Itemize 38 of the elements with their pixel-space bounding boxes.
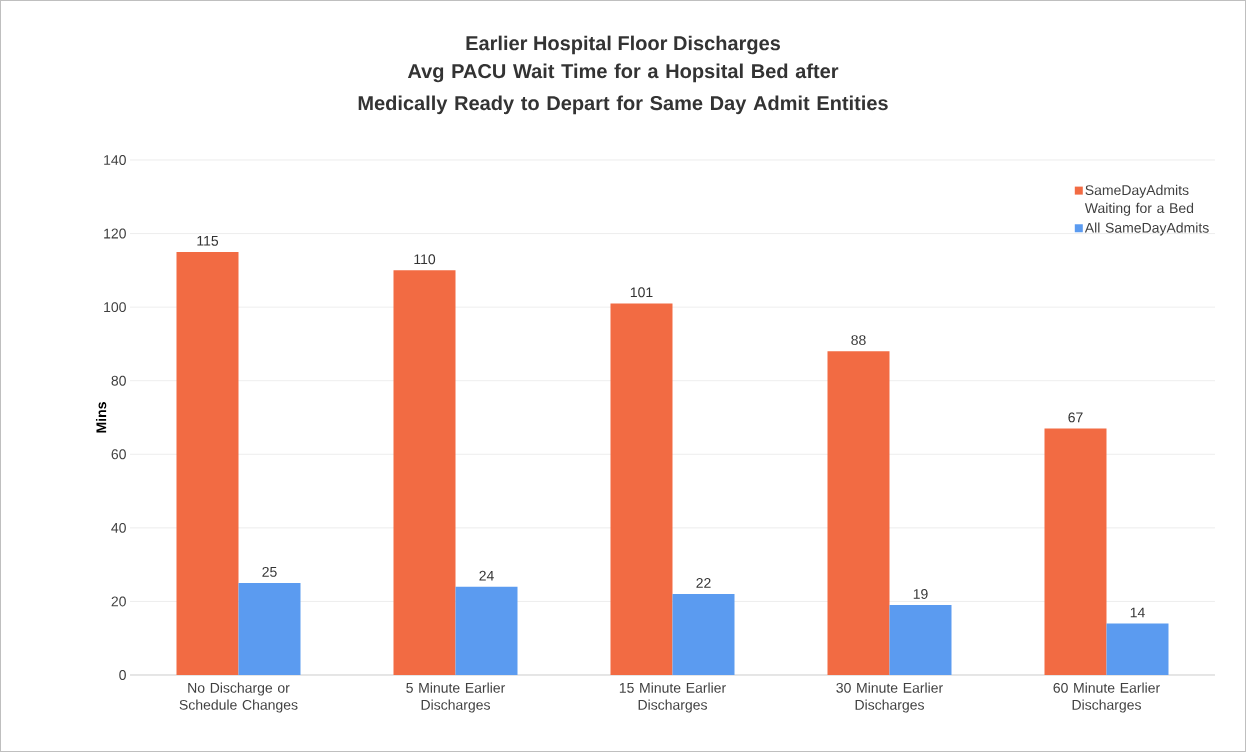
chart-subtitle: Avg PACU Wait Time for a Hopsital Bed after Medically Ready to Depart for Same Day Admit Entities — [358, 63, 888, 115]
bar — [1106, 623, 1169, 675]
y-tick-label: 40 — [111, 522, 126, 533]
y-tick-label: 120 — [104, 228, 126, 239]
data-label: 25 — [262, 566, 277, 577]
data-label: 101 — [630, 287, 653, 298]
bar — [455, 586, 518, 675]
x-tick-label: 30 Minute Earlier Discharges — [836, 682, 943, 713]
bar — [1044, 428, 1107, 675]
y-tick-label: 80 — [111, 375, 126, 386]
x-tick-label: 5 Minute Earlier Discharges — [406, 682, 506, 713]
x-tick-label: No Discharge or Schedule Changes — [179, 682, 298, 713]
bar — [827, 351, 890, 675]
bar — [672, 594, 735, 675]
y-tick-label: 140 — [104, 155, 126, 165]
bar — [238, 583, 301, 675]
y-tick-label: 0 — [119, 670, 126, 680]
bar — [889, 605, 952, 675]
x-tick-label: 15 Minute Earlier Discharges — [619, 682, 726, 713]
data-label: 14 — [1130, 607, 1145, 618]
x-tick-label: 60 Minute Earlier Discharges — [1053, 682, 1160, 713]
legend-label: SameDayAdmits Waiting for a Bed — [1084, 184, 1194, 216]
chart-title: Earlier Hospital Floor Discharges — [466, 35, 781, 55]
data-label: 110 — [414, 254, 436, 265]
data-label: 24 — [479, 570, 494, 581]
data-label: 67 — [1068, 412, 1083, 423]
bar — [610, 303, 673, 675]
legend-label: All SameDayAdmits — [1084, 222, 1209, 236]
y-axis-title: Mins — [95, 402, 107, 433]
bar — [393, 270, 456, 675]
y-tick-label: 60 — [111, 449, 126, 460]
data-label: 88 — [851, 335, 866, 346]
data-label: 19 — [913, 588, 928, 599]
y-tick-label: 100 — [104, 302, 126, 313]
data-label: 115 — [197, 235, 219, 246]
data-label: 22 — [696, 578, 711, 588]
bar — [176, 251, 239, 675]
y-tick-label: 20 — [111, 596, 126, 607]
